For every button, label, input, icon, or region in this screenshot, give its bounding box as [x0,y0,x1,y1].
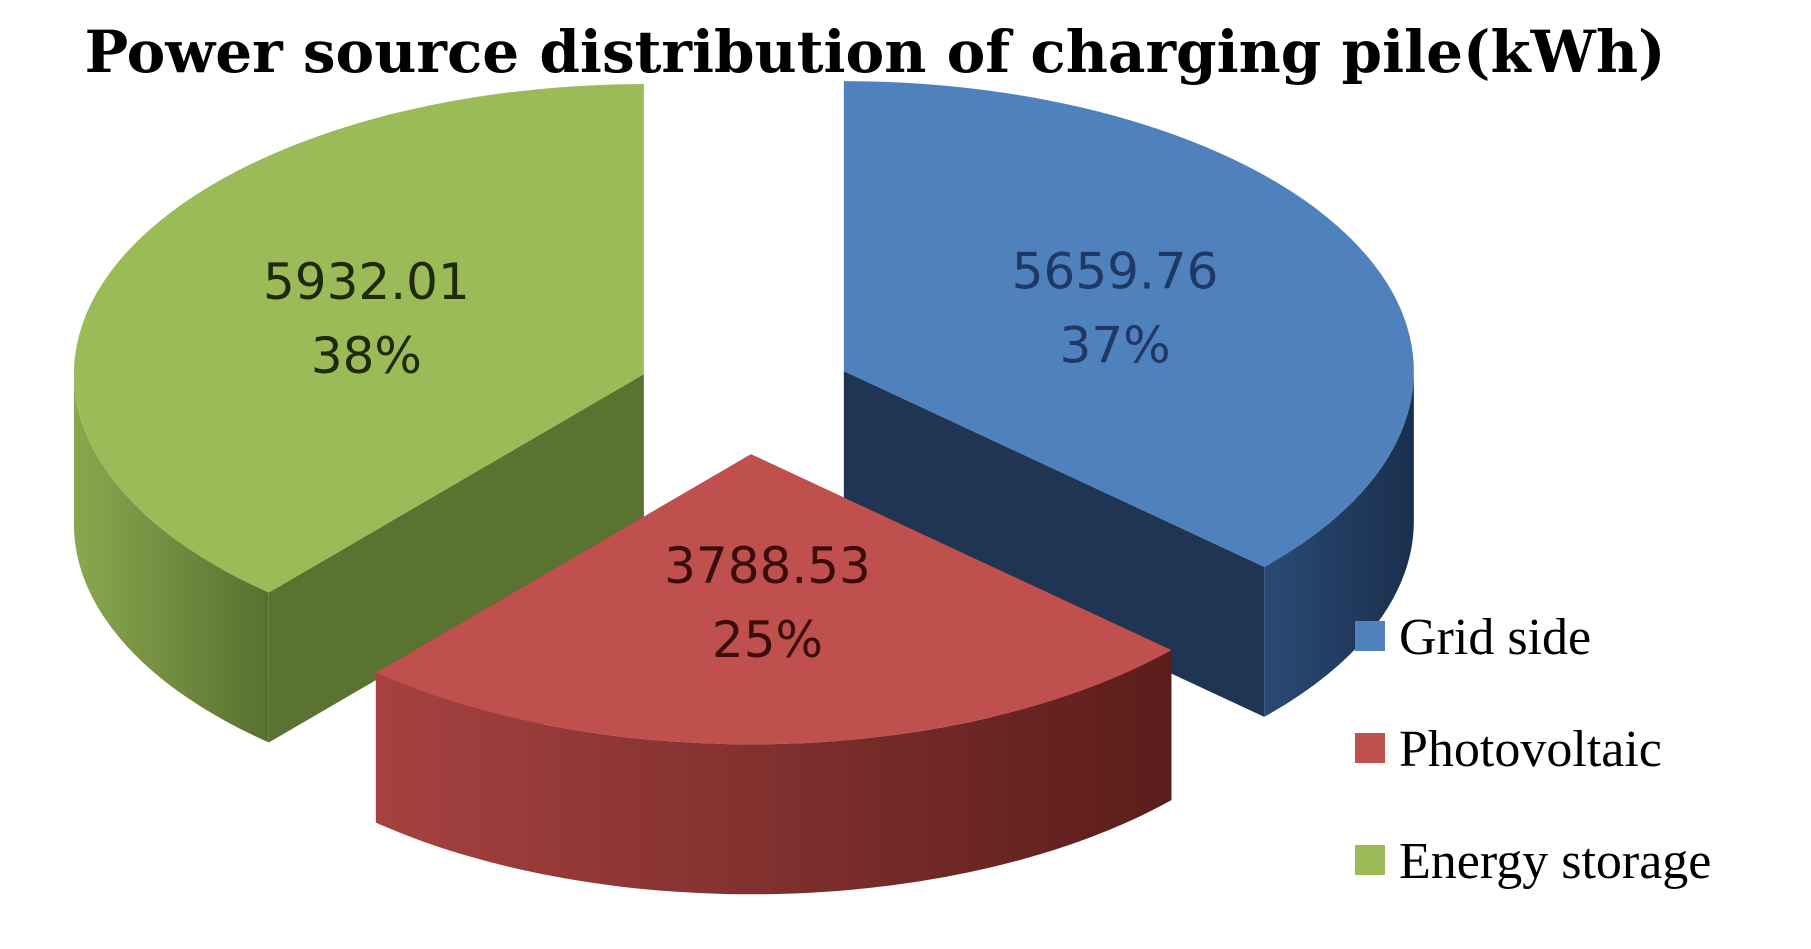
slice-energy-storage [73,84,644,743]
percent-label-energy-storage: 38% [311,327,422,385]
slice-wall-grid-side-end [843,371,1265,717]
slice-side-energy-storage [73,374,269,743]
legend-label-grid-side: Grid side [1399,609,1591,666]
value-label-photovoltaic: 3788.53 [664,537,871,595]
legend-swatch-energy-storage [1355,845,1385,875]
percent-label-photovoltaic: 25% [712,611,823,669]
slice-side-photovoltaic [375,650,1172,895]
slice-side-grid-side [1264,371,1414,717]
legend-item-photovoltaic: Photovoltaic [1355,721,1662,778]
slice-grid-side [843,81,1414,717]
legend-item-grid-side: Grid side [1355,609,1591,666]
value-label-energy-storage: 5932.01 [263,253,470,311]
legend-swatch-photovoltaic [1355,733,1385,763]
slice-photovoltaic [375,454,1172,895]
legend-label-photovoltaic: Photovoltaic [1399,721,1662,778]
legend-label-energy-storage: Energy storage [1399,833,1711,890]
legend: Grid side Photovoltaic Energy storage [1355,609,1711,890]
percent-label-grid-side: 37% [1060,316,1171,374]
slice-top-photovoltaic [375,454,1172,745]
legend-swatch-grid-side [1355,621,1385,651]
pie-data-labels: 5659.76 37% 3788.53 25% 5932.01 38% [263,242,1218,669]
slice-top-energy-storage [73,84,644,593]
slice-top-grid-side [843,81,1414,567]
value-label-grid-side: 5659.76 [1012,242,1219,300]
chart-title: Power source distribution of charging pi… [85,18,1666,86]
pie-slices [73,81,1414,895]
slice-wall-energy-storage-start [268,374,644,743]
legend-item-energy-storage: Energy storage [1355,833,1711,890]
